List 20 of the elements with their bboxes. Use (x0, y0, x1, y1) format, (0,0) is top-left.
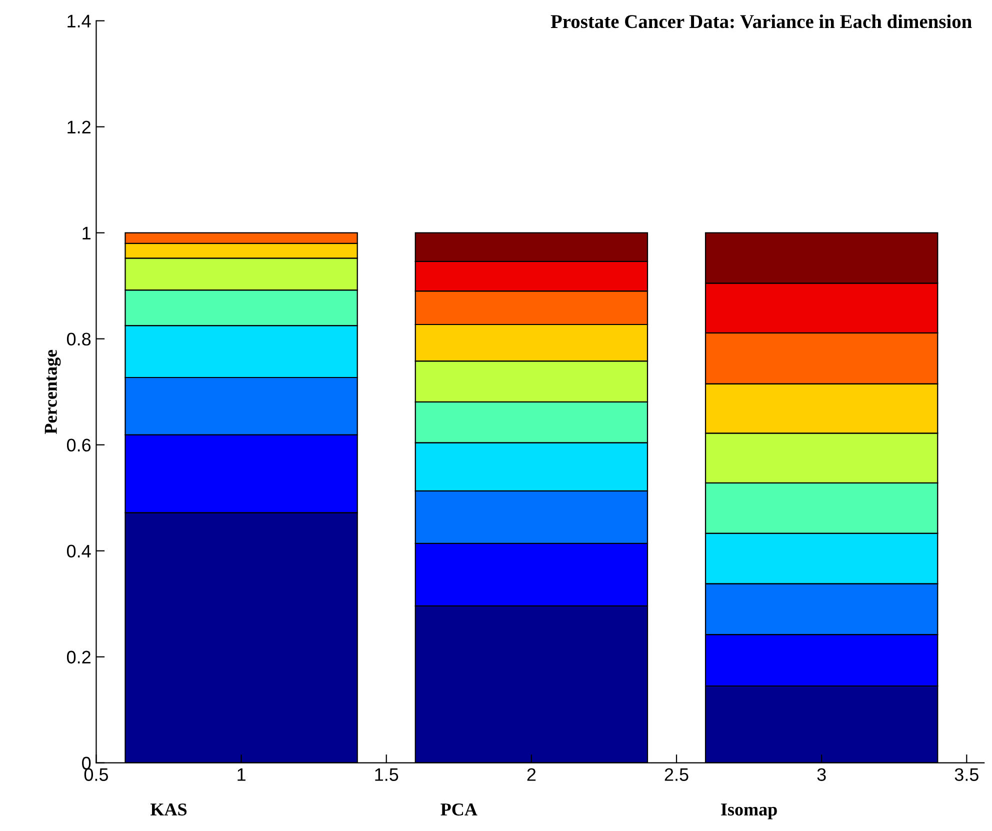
x-tick-label: 1 (238, 768, 246, 781)
chart-title: Prostate Cancer Data: Variance in Each dimension (550, 14, 972, 28)
text: KAS (150, 803, 187, 816)
x-tick-label: 3.5 (954, 768, 978, 781)
y-tick-label: 1 (82, 226, 90, 240)
y-tick-label: 0.6 (66, 438, 91, 452)
text: Isomap (721, 804, 777, 820)
x-tick-label: 1.5 (375, 768, 398, 781)
y-axis-title: Percentage (44, 350, 61, 434)
x-tick-label: 3 (817, 768, 826, 781)
y-tick-label: 0.2 (66, 650, 90, 664)
x-tick-label: 0.5 (84, 768, 108, 781)
y-tick-label: 1.2 (68, 120, 90, 134)
text: PCA (440, 803, 478, 816)
y-tick-label: 1.4 (68, 14, 91, 28)
x-tick-label: 2 (527, 768, 536, 781)
y-tick-label: 0.4 (66, 544, 91, 558)
x-tick-label: 2.5 (664, 768, 688, 781)
y-tick-label: 0.8 (66, 332, 91, 346)
y-tick-label: 0 (82, 756, 91, 770)
